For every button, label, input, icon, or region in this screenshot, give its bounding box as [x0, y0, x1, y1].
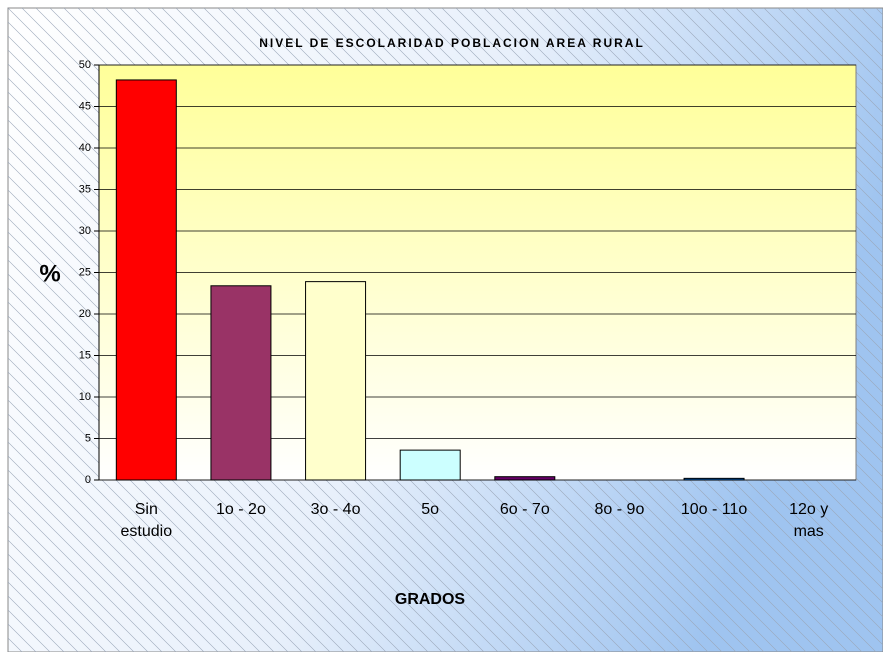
x-tick-label: 5o: [421, 501, 440, 518]
y-tick-label: 15: [79, 349, 91, 361]
y-tick-label: 0: [85, 474, 91, 486]
bar: [210, 285, 272, 481]
bar: [399, 449, 461, 481]
x-tick-label: 8o - 9o: [594, 501, 645, 518]
y-axis-label: %: [39, 260, 60, 287]
bar: [305, 281, 367, 481]
x-tick-label: Sin estudio: [120, 501, 173, 540]
y-tick-label: 25: [79, 266, 91, 278]
x-tick-label: 1o - 2o: [216, 501, 266, 518]
x-tick-label: 12o y mas: [789, 501, 829, 540]
bar: [494, 476, 556, 481]
y-tick-label: 20: [79, 308, 91, 320]
y-tick-label: 5: [85, 432, 91, 444]
y-tick-label: 45: [79, 100, 91, 112]
y-tick-label: 40: [79, 142, 91, 154]
x-tick-label: 6o - 7o: [499, 501, 550, 518]
bar: [683, 477, 745, 481]
y-tick-label: 35: [79, 183, 91, 195]
x-tick-label: 10o - 11o: [680, 501, 748, 518]
chart-title: NIVEL DE ESCOLARIDAD POBLACION AREA RURA…: [259, 36, 645, 50]
y-tick-label: 10: [79, 391, 91, 403]
y-tick-label: 30: [79, 225, 91, 237]
bar: [115, 79, 177, 481]
x-axis-label: GRADOS: [395, 591, 466, 608]
x-tick-label: 3o - 4o: [310, 501, 361, 518]
y-tick-label: 50: [79, 59, 91, 71]
